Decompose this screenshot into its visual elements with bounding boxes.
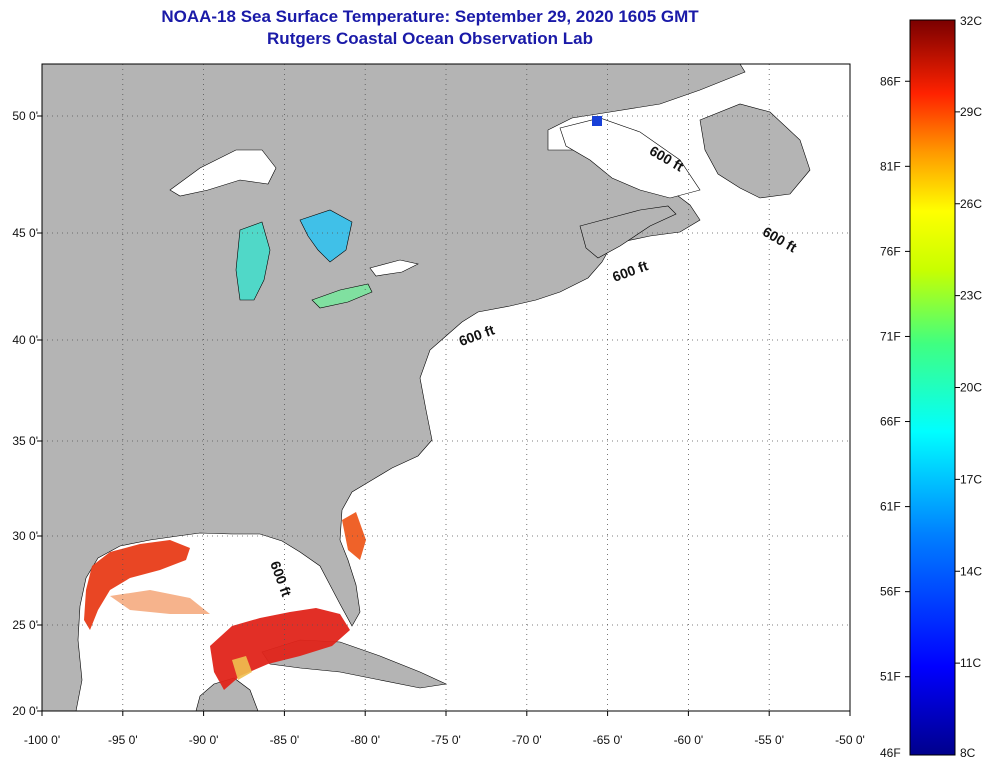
lake-erie bbox=[311, 283, 373, 309]
colorbar-bottom-f: 46F bbox=[880, 746, 901, 760]
colorbar-fahrenheit-labels: 86F 81F 76F 71F 66F 61F 56F 51F bbox=[880, 74, 910, 684]
x-axis: -100 0' -95 0' -90 0' -85 0' -80 0' -75 0' -70… bbox=[24, 711, 865, 747]
y-tick-label: 40 0' bbox=[12, 333, 38, 347]
x-tick-label: -60 0' bbox=[674, 733, 704, 747]
gulf-st-lawrence bbox=[559, 117, 701, 199]
lake-huron bbox=[299, 209, 353, 263]
colorbar-scale bbox=[909, 19, 956, 756]
colorbar-c-label: 11C bbox=[960, 656, 981, 670]
colorbar-c-label: 17C bbox=[960, 472, 982, 486]
colorbar-f-label: 76F bbox=[880, 244, 901, 258]
map-subtitle: Rutgers Coastal Ocean Observation Lab bbox=[267, 29, 593, 48]
colorbar-f-label: 61F bbox=[880, 500, 901, 514]
colorbar-c-label: 20C bbox=[960, 381, 982, 395]
x-tick-label: -90 0' bbox=[189, 733, 219, 747]
lake-michigan bbox=[235, 221, 271, 301]
sst-patch-texas-shelf bbox=[84, 540, 190, 630]
colorbar-f-label: 51F bbox=[880, 670, 901, 684]
colorbar-bottom-label: 8C bbox=[960, 746, 976, 760]
lake-ontario bbox=[369, 259, 419, 277]
x-tick-label: -80 0' bbox=[350, 733, 380, 747]
land-newfoundland bbox=[699, 103, 811, 199]
colorbar-c-label: 23C bbox=[960, 289, 982, 303]
x-tick-label: -95 0' bbox=[108, 733, 138, 747]
x-tick-label: -70 0' bbox=[512, 733, 542, 747]
x-tick-label: -65 0' bbox=[593, 733, 623, 747]
y-tick-label: 20 0' bbox=[12, 704, 38, 718]
y-tick-label: 35 0' bbox=[12, 434, 38, 448]
x-tick-label: -50 0' bbox=[835, 733, 865, 747]
y-tick-label: 50 0' bbox=[12, 109, 38, 123]
y-tick-label: 45 0' bbox=[12, 226, 38, 240]
colorbar-c-label: 29C bbox=[960, 105, 982, 119]
colorbar-c-label: 26C bbox=[960, 197, 982, 211]
colorbar-f-label: 56F bbox=[880, 585, 901, 599]
colorbar-top-label: 32C bbox=[960, 14, 982, 28]
y-tick-label: 25 0' bbox=[12, 618, 38, 632]
sst-patch-st-lawrence bbox=[592, 116, 602, 126]
sst-patch-east-florida bbox=[342, 512, 366, 560]
sst-patch-yucatan bbox=[232, 656, 252, 680]
colorbar-celsius-labels: 29C 26C 23C 20C 17C 14C 11C bbox=[955, 105, 982, 670]
x-tick-label: -55 0' bbox=[754, 733, 784, 747]
land-nova-scotia bbox=[579, 205, 677, 259]
map-title: NOAA-18 Sea Surface Temperature: Septemb… bbox=[161, 7, 699, 26]
colorbar-c-label: 14C bbox=[960, 564, 982, 578]
x-tick-label: -100 0' bbox=[24, 733, 60, 747]
x-tick-label: -75 0' bbox=[431, 733, 461, 747]
y-tick-label: 30 0' bbox=[12, 529, 38, 543]
lake-superior bbox=[169, 149, 277, 197]
x-tick-label: -85 0' bbox=[270, 733, 300, 747]
y-axis: 50 0' 45 0' 40 0' 35 0' 30 0' 25 0' 20 0' bbox=[12, 109, 42, 718]
colorbar-f-label: 86F bbox=[880, 74, 901, 88]
sst-patch-gulf-mid bbox=[110, 590, 210, 614]
colorbar-f-label: 71F bbox=[880, 329, 901, 343]
colorbar-f-label: 81F bbox=[880, 159, 901, 173]
colorbar-f-label: 66F bbox=[880, 415, 901, 429]
